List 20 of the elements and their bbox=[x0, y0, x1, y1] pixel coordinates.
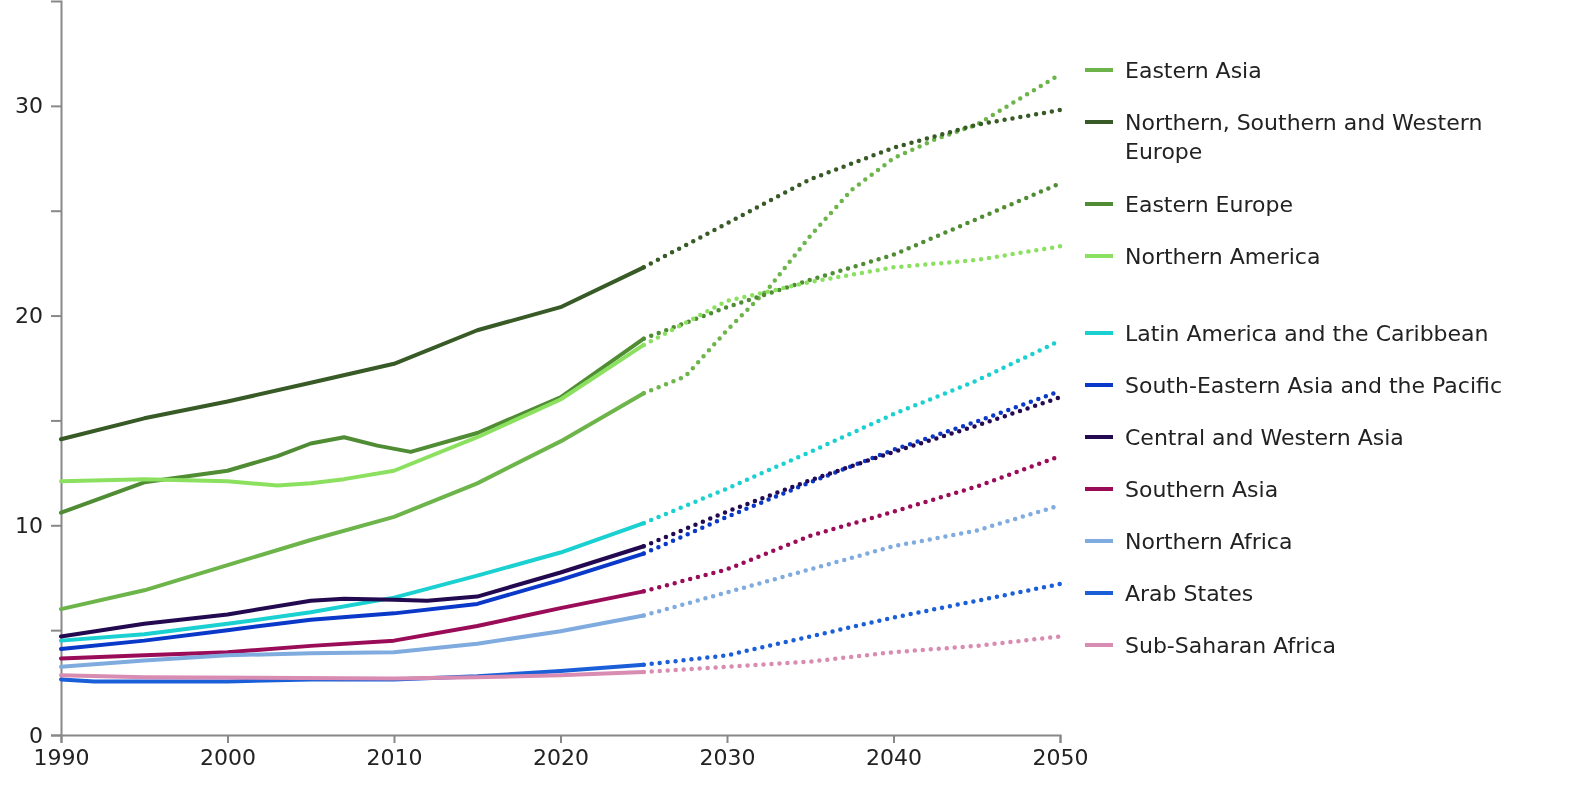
x-tick-label: 2020 bbox=[533, 744, 589, 770]
x-tick-label: 2010 bbox=[366, 744, 423, 770]
legend-label: Latin America and the Caribbean bbox=[1125, 320, 1489, 346]
x-tick-label: 2050 bbox=[1032, 744, 1089, 770]
legend-label: Northern Africa bbox=[1125, 528, 1293, 554]
legend-label: Arab States bbox=[1125, 580, 1254, 606]
legend-label: South-Eastern Asia and the Pacific bbox=[1125, 372, 1502, 398]
legend-label: Sub-Saharan Africa bbox=[1125, 632, 1336, 658]
legend-label: Eastern Europe bbox=[1125, 191, 1293, 217]
x-tick-label: 2040 bbox=[866, 744, 922, 770]
y-tick-label: 10 bbox=[15, 512, 43, 538]
legend-label: Northern, Southern and Western Europe bbox=[1125, 109, 1483, 165]
legend-label: Southern Asia bbox=[1125, 476, 1279, 502]
x-tick-label: 2030 bbox=[699, 744, 756, 770]
legend-label: Eastern Asia bbox=[1125, 57, 1262, 83]
x-tick-label: 2000 bbox=[200, 744, 256, 770]
legend-label: Northern America bbox=[1125, 243, 1321, 269]
legend-label: Central and Western Asia bbox=[1125, 424, 1404, 450]
y-tick-label: 20 bbox=[15, 303, 43, 329]
y-tick-label: 30 bbox=[15, 93, 43, 119]
